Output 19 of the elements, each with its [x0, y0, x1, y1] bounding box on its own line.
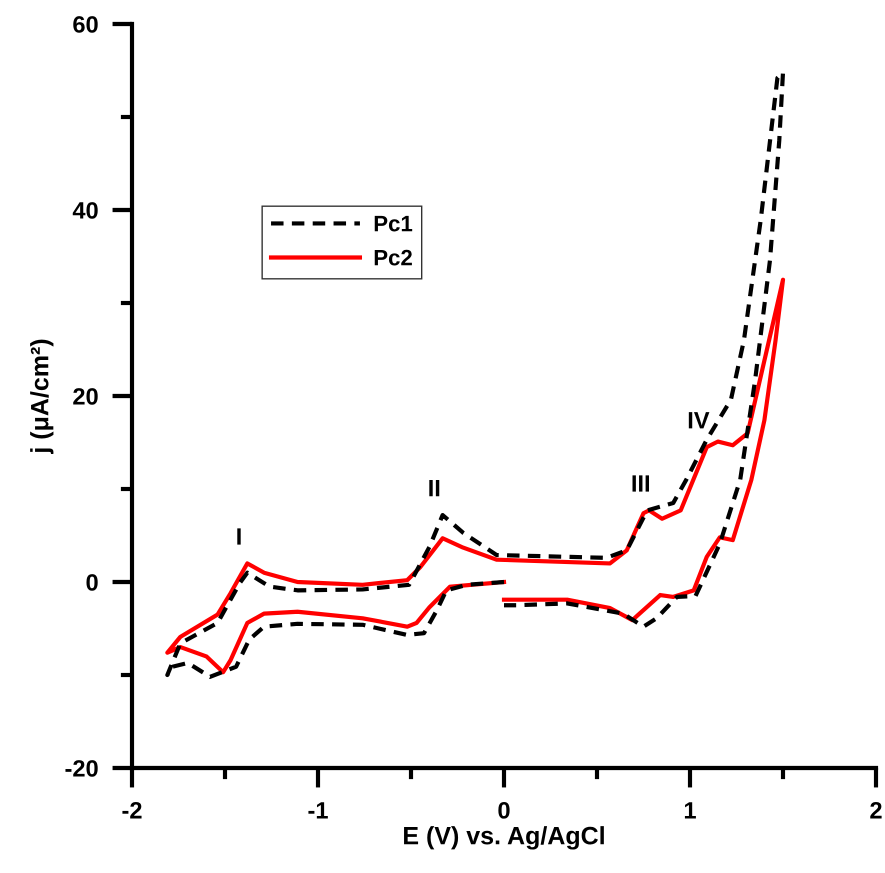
- y-tick-label: 20: [73, 388, 98, 405]
- x-tick-label: 1: [684, 802, 696, 818]
- y-axis-title: j (μA/cm²): [30, 340, 54, 454]
- x-axis-title: E (V) vs. Ag/AgCl: [404, 826, 604, 850]
- annotation: IV: [688, 412, 710, 428]
- y-tick-label: 0: [86, 574, 98, 591]
- x-tick-label: -1: [308, 802, 328, 818]
- annotation: II: [429, 480, 440, 496]
- annotation: I: [237, 528, 241, 545]
- legend-label: Pc2: [374, 250, 412, 266]
- annotation: III: [632, 475, 650, 492]
- y-tick-label: 40: [72, 202, 98, 219]
- y-tick-label: -20: [65, 760, 98, 777]
- line-series: [165, 278, 786, 674]
- legend-label: Pc1: [374, 216, 412, 232]
- y-tick-label: 60: [73, 16, 98, 33]
- x-tick-label: 0: [498, 802, 510, 819]
- x-tick-label: 2: [870, 802, 882, 818]
- x-tick-label: -2: [122, 802, 142, 818]
